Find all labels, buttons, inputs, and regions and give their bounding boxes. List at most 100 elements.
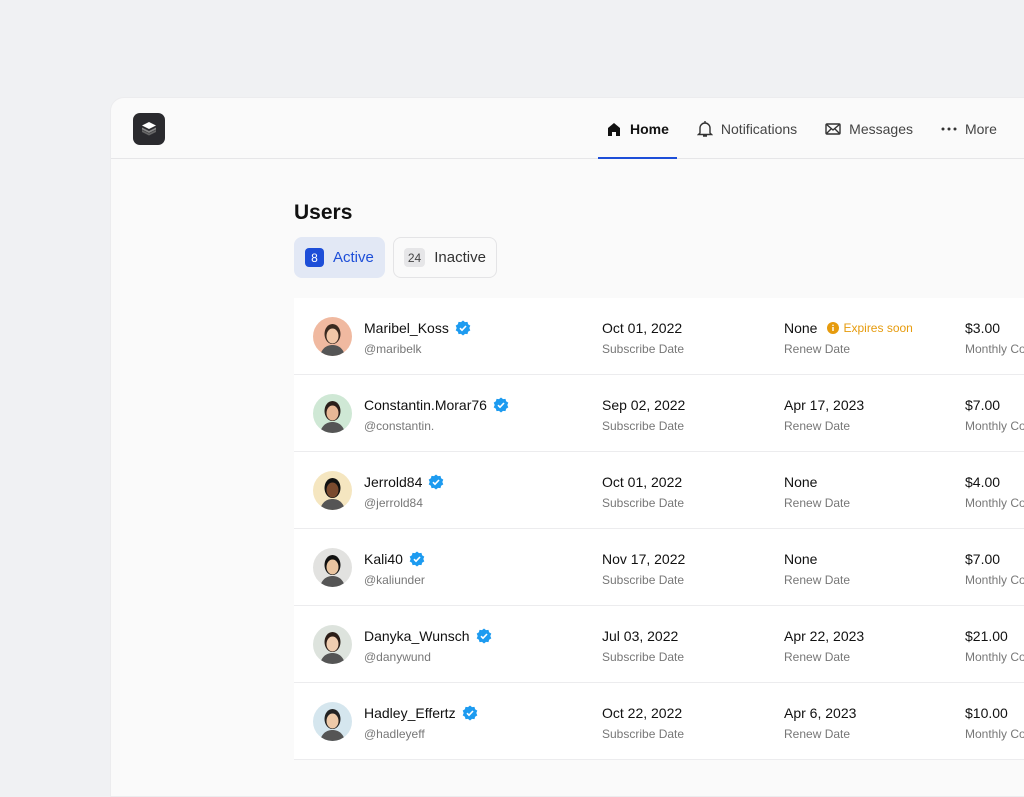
user-name[interactable]: Hadley_Effertz	[364, 705, 456, 721]
user-name[interactable]: Constantin.Morar76	[364, 397, 487, 413]
renew-date: Apr 17, 2023	[784, 397, 865, 413]
monthly-cost-label: Monthly Cost	[965, 419, 1024, 433]
user-cell: Jerrold84 @jerrold84	[364, 474, 444, 510]
subscribe-date-label: Subscribe Date	[602, 727, 685, 741]
user-handle: @kaliunder	[364, 573, 425, 587]
subscribe-date: Oct 01, 2022	[602, 474, 683, 490]
renew-date: None	[784, 474, 818, 490]
subscribe-cell: Oct 01, 2022 Subscribe Date	[602, 320, 684, 356]
user-handle: @jerrold84	[364, 496, 423, 510]
subscribe-cell: Jul 03, 2022 Subscribe Date	[602, 628, 684, 664]
subscribe-date-label: Subscribe Date	[602, 342, 685, 356]
subscribe-date: Nov 17, 2022	[602, 551, 686, 567]
monthly-cost: $7.00	[965, 397, 1001, 413]
nav-more[interactable]: More	[933, 98, 1005, 159]
monthly-cost-label: Monthly Cost	[965, 496, 1024, 510]
avatar	[313, 548, 352, 587]
home-icon	[608, 122, 620, 136]
monthly-cost-label: Monthly Cost	[965, 573, 1024, 587]
cost-cell: $3.00 Monthly Cost	[965, 320, 1024, 356]
monthly-cost: $7.00	[965, 551, 1001, 567]
renew-cell: None Renew Date	[784, 551, 850, 587]
user-name[interactable]: Danyka_Wunsch	[364, 628, 470, 644]
nav-home-label: Home	[630, 120, 669, 137]
subscribe-date-label: Subscribe Date	[602, 650, 685, 664]
monthly-cost: $10.00	[965, 705, 1008, 721]
renew-date-label: Renew Date	[784, 419, 851, 433]
cost-cell: $7.00 Monthly Cost	[965, 397, 1024, 433]
cost-cell: $10.00 Monthly Cost	[965, 705, 1024, 741]
renew-cell: None Renew Date	[784, 474, 850, 510]
top-nav-bar: Home Notifications Messages More	[111, 98, 1024, 159]
renew-date-label: Renew Date	[784, 496, 851, 510]
app-window: Home Notifications Messages More Users 8…	[110, 97, 1024, 797]
verified-badge-icon	[455, 320, 471, 336]
monthly-cost: $4.00	[965, 474, 1001, 490]
inactive-count-badge: 24	[403, 248, 426, 267]
renew-date-label: Renew Date	[784, 727, 851, 741]
renew-cell: None Expires soon Renew Date	[784, 320, 913, 356]
users-list: Maribel_Koss @maribelk Oct 01, 2022 Subs…	[294, 298, 1024, 760]
user-row[interactable]: Maribel_Koss @maribelk Oct 01, 2022 Subs…	[294, 298, 1024, 375]
user-row[interactable]: Hadley_Effertz @hadleyeff Oct 22, 2022 S…	[294, 683, 1024, 760]
bell-icon	[696, 120, 713, 137]
user-name[interactable]: Kali40	[364, 551, 403, 567]
nav-notifications-label: Notifications	[720, 120, 798, 137]
info-icon	[827, 322, 840, 334]
user-handle: @constantin.	[364, 419, 435, 433]
verified-badge-icon	[476, 628, 491, 644]
user-row[interactable]: Jerrold84 @jerrold84 Oct 01, 2022 Subscr…	[294, 452, 1024, 529]
user-row[interactable]: Kali40 @kaliunder Nov 17, 2022 Subscribe…	[294, 529, 1024, 606]
user-handle: @danywund	[364, 650, 431, 664]
nav-notifications[interactable]: Notifications	[689, 98, 805, 159]
user-handle: @maribelk	[364, 342, 422, 356]
nav-messages[interactable]: Messages	[817, 98, 921, 159]
user-cell: Danyka_Wunsch @danywund	[364, 628, 492, 664]
expires-soon-label: Expires soon	[843, 321, 913, 335]
logo-layers-icon[interactable]	[133, 113, 165, 145]
verified-badge-icon	[429, 474, 444, 490]
renew-date: None	[784, 551, 818, 567]
tab-active-label: Active	[333, 249, 374, 266]
nav-more-label: More	[964, 120, 997, 137]
monthly-cost-label: Monthly Cost	[965, 727, 1024, 741]
renew-date: Apr 6, 2023	[784, 705, 857, 721]
renew-cell: Apr 6, 2023 Renew Date	[784, 705, 856, 741]
envelope-icon	[825, 122, 841, 135]
subscribe-date: Jul 03, 2022	[602, 628, 679, 644]
monthly-cost: $3.00	[965, 320, 1001, 336]
subscribe-date: Sep 02, 2022	[602, 397, 686, 413]
nav-home[interactable]: Home	[598, 98, 677, 159]
user-row[interactable]: Constantin.Morar76 @constantin. Sep 02, …	[294, 375, 1024, 452]
monthly-cost-label: Monthly Cost	[965, 650, 1024, 664]
user-cell: Kali40 @kaliunder	[364, 551, 425, 587]
more-icon	[941, 127, 957, 130]
renew-cell: Apr 17, 2023 Renew Date	[784, 397, 864, 433]
main-nav: Home Notifications Messages More	[598, 98, 1017, 159]
subscribe-date-label: Subscribe Date	[602, 573, 685, 587]
avatar	[313, 702, 352, 741]
avatar	[313, 394, 352, 433]
nav-messages-label: Messages	[849, 120, 913, 137]
cost-cell: $7.00 Monthly Cost	[965, 551, 1024, 587]
renew-date: Apr 22, 2023	[784, 628, 865, 644]
renew-date-label: Renew Date	[784, 342, 851, 356]
user-name[interactable]: Jerrold84	[364, 474, 423, 490]
subscribe-date: Oct 22, 2022	[602, 705, 683, 721]
user-row[interactable]: Danyka_Wunsch @danywund Jul 03, 2022 Sub…	[294, 606, 1024, 683]
monthly-cost-label: Monthly Cost	[965, 342, 1024, 356]
subscribe-cell: Oct 01, 2022 Subscribe Date	[602, 474, 684, 510]
subscribe-cell: Oct 22, 2022 Subscribe Date	[602, 705, 684, 741]
subscribe-date: Oct 01, 2022	[602, 320, 683, 336]
subscribe-date-label: Subscribe Date	[602, 496, 685, 510]
expires-soon-warning: Expires soon	[827, 321, 913, 335]
status-tabs: 8 Active 24 Inactive	[294, 237, 497, 278]
page-title: Users	[294, 201, 353, 224]
tab-active[interactable]: 8 Active	[294, 237, 385, 278]
avatar	[313, 471, 352, 510]
verified-badge-icon	[409, 551, 425, 567]
user-name[interactable]: Maribel_Koss	[364, 320, 449, 336]
tab-inactive[interactable]: 24 Inactive	[392, 237, 497, 278]
renew-date-label: Renew Date	[784, 573, 851, 587]
user-handle: @hadleyeff	[364, 727, 425, 741]
